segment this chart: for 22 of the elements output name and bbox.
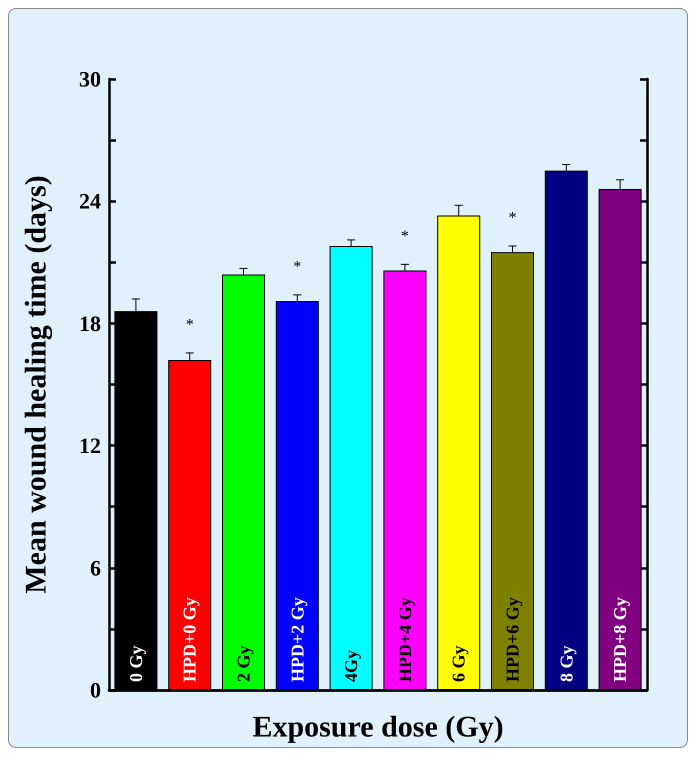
- x-tick-label: 2 Gy: [234, 645, 254, 682]
- y-tick-label: 6: [90, 555, 101, 580]
- y-tick-label: 24: [79, 188, 101, 214]
- x-tick-label: 6 Gy: [448, 645, 469, 682]
- x-tick-label: HPD+2 Gy: [287, 597, 308, 682]
- x-tick-label: 0 Gy: [126, 645, 146, 682]
- y-axis-title: Mean wound healing time (days): [20, 175, 52, 594]
- y-tick-label: 18: [79, 310, 101, 336]
- x-tick-label: 4Gy: [341, 650, 362, 682]
- annotation: *: [400, 228, 409, 245]
- x-axis-title: Exposure dose (Gy): [252, 710, 504, 744]
- x-tick-label: HPD+0 Gy: [180, 597, 200, 682]
- x-tick-label: 8 Gy: [556, 645, 576, 682]
- x-tick-label: HPD+8 Gy: [610, 597, 630, 682]
- annotation: *: [508, 210, 516, 227]
- y-tick-label: 0: [90, 678, 101, 702]
- y-tick-label: 30: [79, 66, 101, 92]
- x-tick-label: HPD+4 Gy: [394, 597, 415, 682]
- y-tick-label: 12: [79, 433, 101, 458]
- annotation: *: [293, 258, 302, 276]
- x-tick-label: HPD+6 Gy: [502, 597, 522, 682]
- annotation: *: [186, 316, 194, 334]
